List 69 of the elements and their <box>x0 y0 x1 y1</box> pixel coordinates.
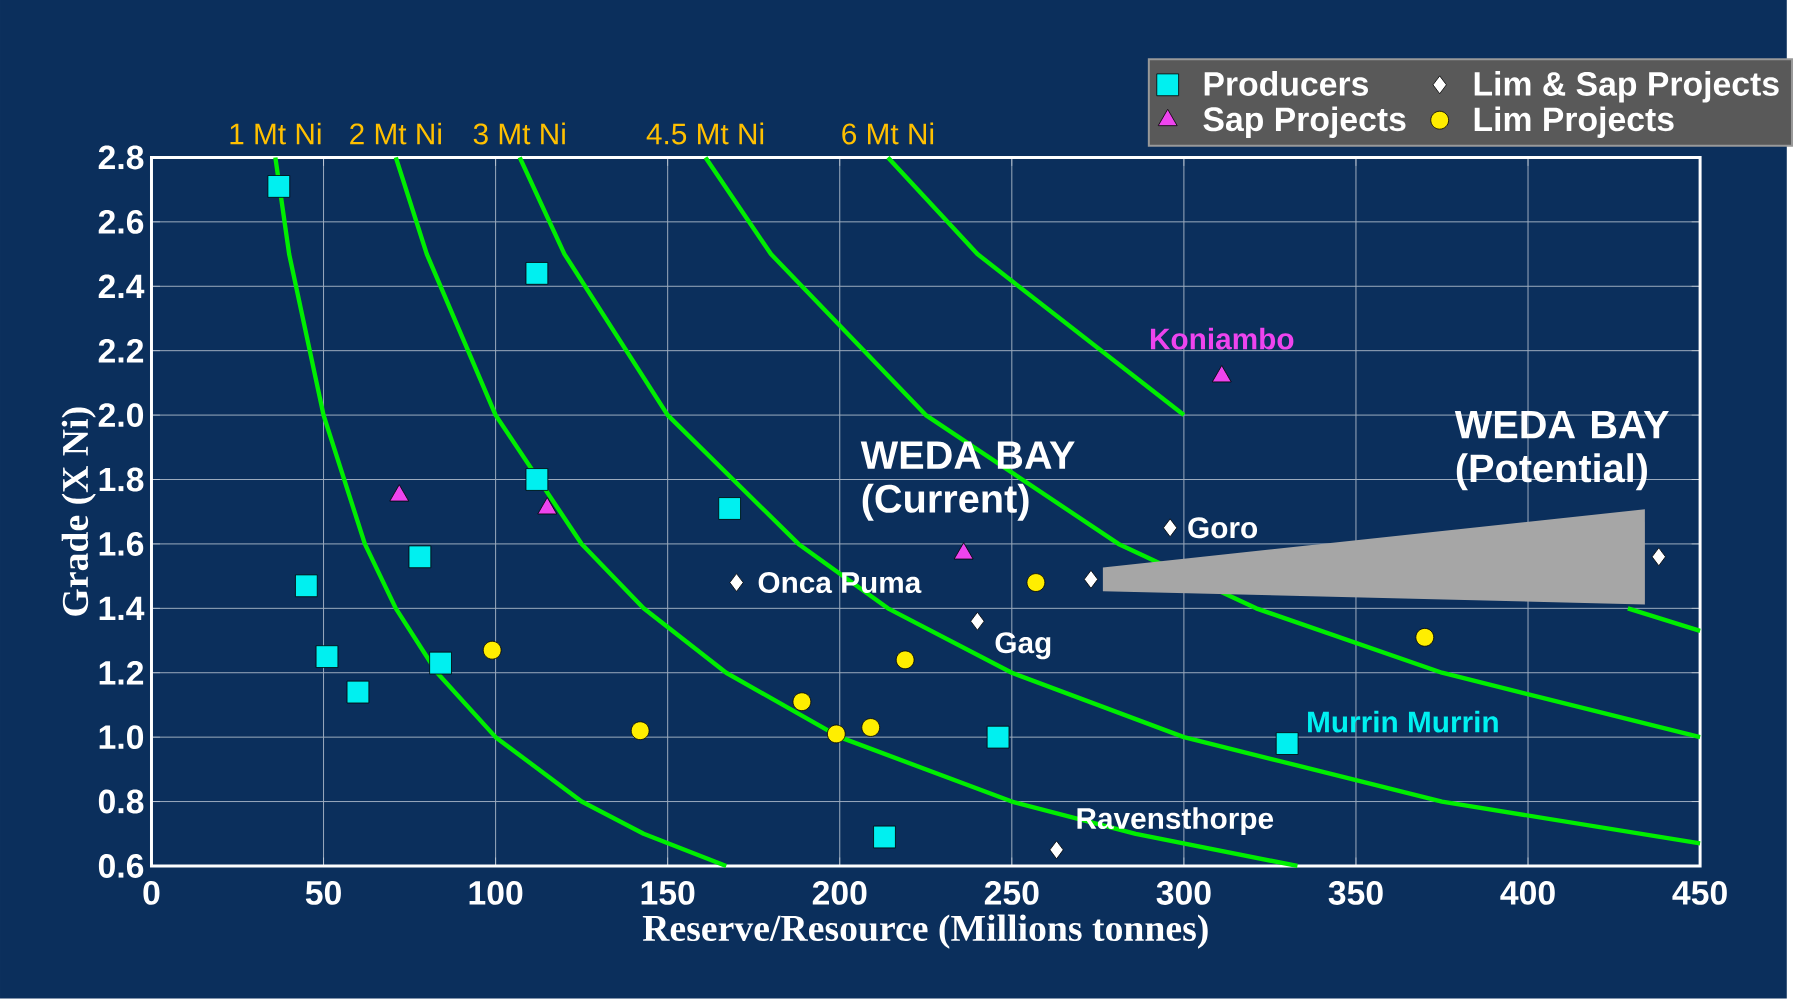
point <box>267 175 291 198</box>
x-tick-label: 50 <box>305 881 341 906</box>
x-tick-label: 450 <box>1672 881 1727 906</box>
point <box>970 612 985 631</box>
point <box>729 573 744 593</box>
point <box>315 645 339 669</box>
y-tick-label: 1.4 <box>99 596 145 621</box>
point <box>718 497 741 521</box>
point <box>1026 573 1046 593</box>
point <box>1415 628 1435 647</box>
point <box>1049 840 1064 860</box>
y-tick-label: 1.6 <box>99 532 144 557</box>
x-tick-label: 150 <box>641 881 695 906</box>
line-series <box>517 155 1703 846</box>
legend-label: Lim Projects <box>1474 106 1674 139</box>
series-label: 3 Mt Ni <box>473 122 565 145</box>
y-tick-label: 2.8 <box>98 145 144 170</box>
point <box>630 721 650 741</box>
point <box>826 724 846 744</box>
x-tick-label: 0 <box>143 881 160 906</box>
x-tick-label: 350 <box>1328 881 1383 906</box>
annotation: WEDA BAY (Current) <box>860 441 1075 521</box>
annotation: Goro <box>1188 517 1258 539</box>
y-tick-label: 2.2 <box>98 339 144 363</box>
point <box>895 650 915 670</box>
y-tick-label: 0.8 <box>98 789 144 814</box>
x-tick-label: 200 <box>812 881 867 906</box>
y-tick-label: 0.6 <box>98 854 144 879</box>
legend-label: Producers <box>1204 71 1368 97</box>
y-tick-label: 1.2 <box>99 661 144 685</box>
point <box>792 692 812 712</box>
legend-label: Lim & Sap Projects <box>1474 71 1779 103</box>
y-tick-label: 1.0 <box>99 725 144 750</box>
y-tick-label: 1.8 <box>99 467 144 492</box>
point <box>346 680 370 704</box>
line-series <box>273 155 729 869</box>
annotation: Ravensthorpe <box>1077 807 1274 836</box>
annotation: Gag <box>995 632 1051 660</box>
series-label: 1 Mt Ni <box>230 122 321 145</box>
line-series <box>393 155 1300 869</box>
y-axis-title: Grade (X Ni) <box>61 407 96 616</box>
point <box>295 574 318 598</box>
point <box>873 825 896 849</box>
point <box>1651 547 1666 567</box>
series-label: 6 Mt Ni <box>842 122 934 145</box>
point <box>482 641 502 660</box>
annotation: Koniambo <box>1150 327 1294 350</box>
x-tick-label: 250 <box>984 881 1039 906</box>
series-label: 2 Mt Ni <box>350 122 441 145</box>
annotation: Murrin Murrin <box>1308 710 1498 733</box>
point <box>1083 570 1099 589</box>
point <box>525 468 549 492</box>
legend-label: Sap Projects <box>1203 106 1406 139</box>
x-axis-title: Reserve/Resource (Millions tonnes) <box>642 914 1208 949</box>
x-tick-label: 300 <box>1156 881 1211 906</box>
point <box>525 262 549 285</box>
y-tick-label: 2.0 <box>98 403 144 428</box>
point <box>1163 518 1178 538</box>
point <box>986 726 1010 749</box>
x-tick-label: 400 <box>1500 881 1555 906</box>
series-label: 4.5 Mt Ni <box>646 122 764 145</box>
y-tick-label: 2.4 <box>98 274 145 299</box>
line-series <box>703 155 1703 740</box>
point <box>429 651 452 675</box>
point <box>861 718 881 738</box>
x-tick-label: 100 <box>469 881 523 906</box>
point <box>408 545 432 569</box>
point <box>1275 732 1299 756</box>
y-tick-label: 2.6 <box>98 210 144 235</box>
